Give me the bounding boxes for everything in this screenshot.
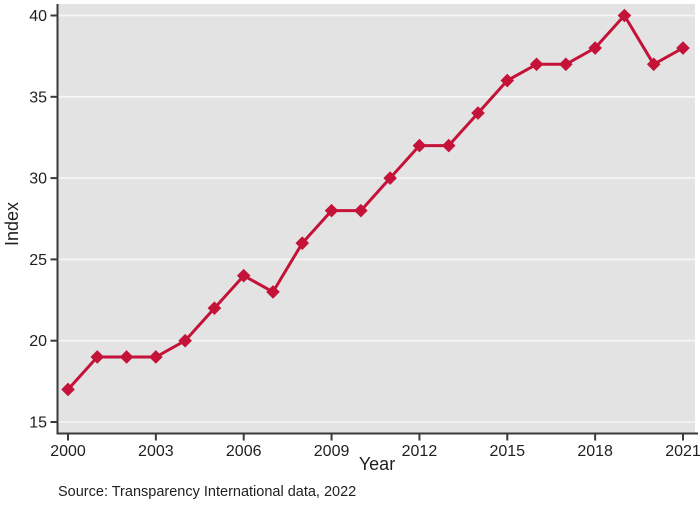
data-point-2013 (441, 138, 456, 153)
x-tick-label-2006: 2006 (226, 443, 262, 460)
x-tick-label-2009: 2009 (314, 443, 350, 460)
data-point-2017 (559, 57, 573, 72)
data-point-2018 (588, 41, 602, 55)
tick-labels: 15 20 25 30 35 40 2000 2003 2006 2009 2012 2015 2018… (29, 8, 700, 460)
data-point-2000 (61, 382, 75, 397)
plot-background (57, 4, 695, 433)
data-point-2005 (207, 301, 222, 315)
data-point-2016 (529, 57, 544, 72)
y-tick-label-25: 25 (29, 252, 47, 269)
data-point-2015 (500, 73, 515, 88)
x-tick-label-2021: 2021 (665, 443, 700, 460)
data-point-2008 (295, 236, 310, 250)
plot-area (57, 4, 695, 433)
x-axis-title: Year (359, 454, 395, 474)
x-tick-label-2012: 2012 (402, 443, 438, 460)
y-tick-label-30: 30 (29, 171, 47, 188)
y-tick-label-35: 35 (29, 89, 47, 106)
data-point-2014 (471, 106, 485, 120)
gridlines (57, 14, 695, 423)
data-point-2002 (119, 350, 134, 364)
tick-marks (50, 14, 684, 441)
x-tick-label-2000: 2000 (50, 443, 86, 460)
y-tick-label-15: 15 (29, 415, 47, 432)
series-line-index (66, 14, 685, 391)
data-point-2010 (354, 203, 368, 218)
axes (56, 4, 698, 435)
data-point-2006 (236, 268, 251, 283)
data-point-2001 (90, 350, 105, 364)
x-tick-label-2018: 2018 (577, 443, 613, 460)
source-note: Source: Transparency International data,… (58, 484, 356, 500)
data-point-2011 (383, 171, 397, 185)
data-point-2009 (324, 203, 339, 218)
data-point-2020 (646, 57, 661, 72)
data-point-2004 (178, 333, 192, 348)
data-series (61, 8, 690, 397)
x-tick-label-2003: 2003 (138, 443, 174, 460)
y-axis-title: Index (2, 202, 22, 246)
data-point-2007 (266, 285, 280, 299)
data-point-2003 (149, 350, 163, 364)
x-tick-label-2015: 2015 (489, 443, 525, 460)
y-tick-label-40: 40 (29, 8, 47, 25)
data-point-2019 (617, 8, 632, 23)
data-point-2012 (412, 138, 427, 153)
data-point-2021 (676, 41, 690, 55)
y-tick-label-20: 20 (29, 333, 47, 350)
